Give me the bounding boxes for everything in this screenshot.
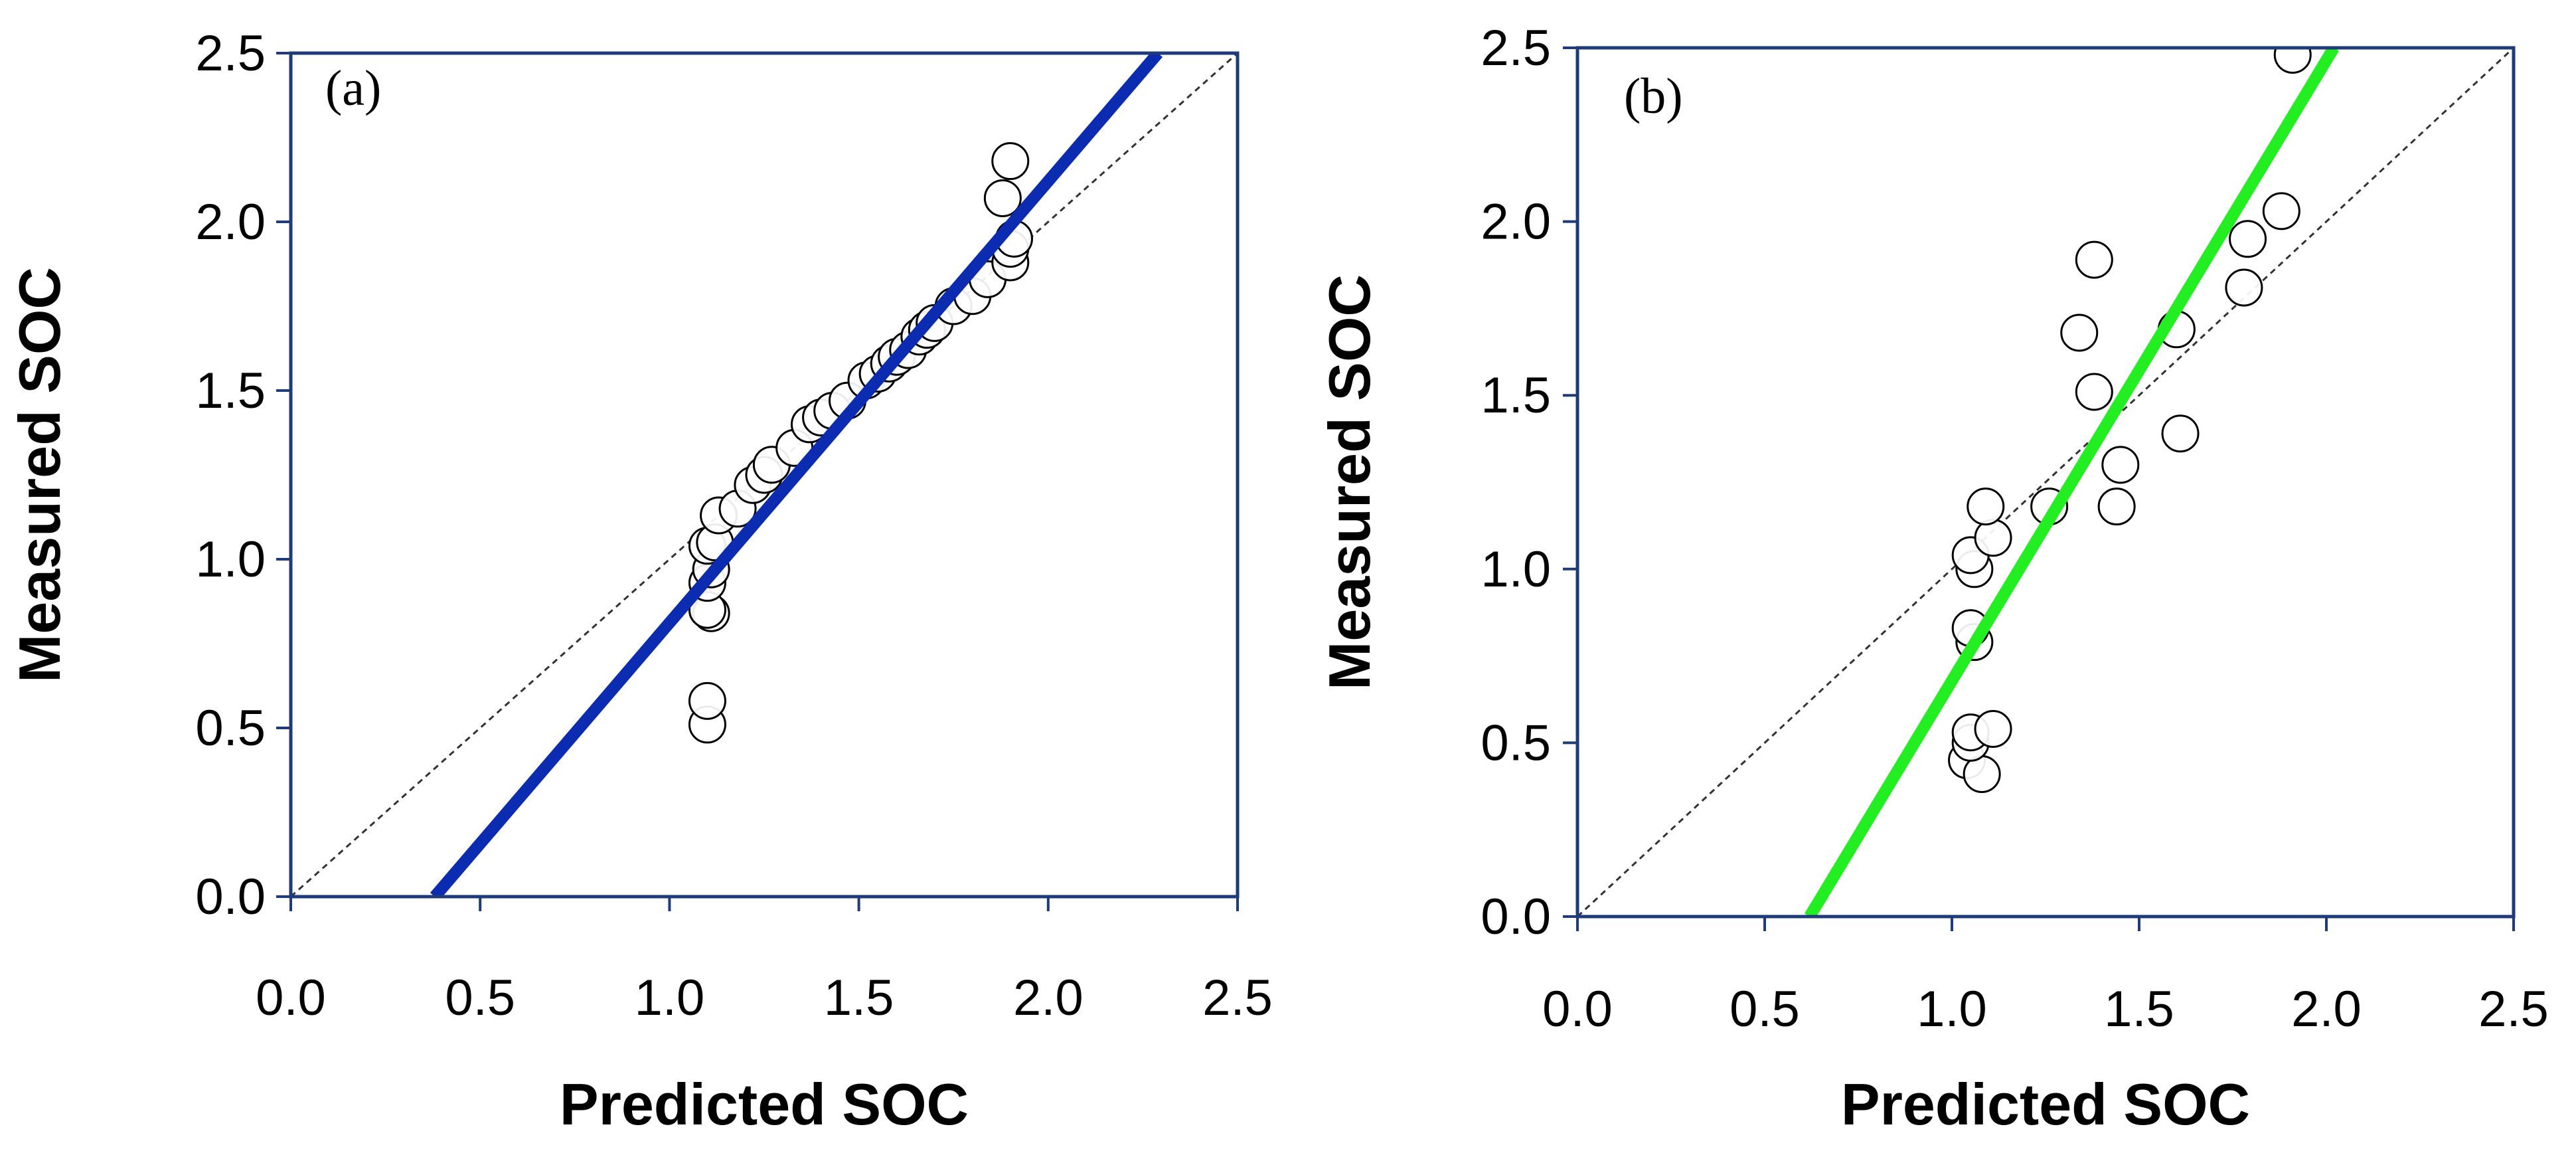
panel-label: (b) [1624, 68, 1683, 124]
x-axis-title: Predicted SOC [1841, 1071, 2250, 1137]
y-tick-label: 0.0 [1481, 889, 1551, 945]
x-tick-label: 1.0 [635, 970, 705, 1026]
identity-line [1577, 48, 2514, 917]
x-tick-label: 2.0 [2291, 981, 2362, 1037]
x-tick-label: 0.0 [1542, 981, 1613, 1037]
identity-line [291, 53, 1238, 897]
y-tick-label: 1.0 [1481, 541, 1551, 598]
x-tick-label: 1.0 [1917, 981, 1987, 1037]
data-point [2229, 220, 2267, 258]
data-point [2097, 488, 2136, 526]
data-point [2075, 373, 2113, 411]
y-tick-label: 0.0 [195, 869, 266, 925]
y-tick-label: 1.0 [195, 531, 266, 588]
y-axis-title: Measured SOC [1317, 274, 1382, 690]
data-point [2060, 313, 2099, 352]
x-tick-label: 2.0 [1013, 970, 1084, 1026]
y-axis-title: Measured SOC [7, 267, 72, 683]
x-tick-label: 0.5 [1730, 981, 1800, 1037]
data-point [983, 179, 1022, 217]
data-point [2075, 240, 2113, 279]
x-tick-label: 0.0 [256, 970, 326, 1026]
data-point [2225, 268, 2263, 307]
y-tick-label: 2.5 [1481, 20, 1551, 76]
fit-line [430, 53, 1163, 897]
y-tick-label: 0.5 [195, 700, 266, 756]
y-tick-label: 0.5 [1481, 715, 1551, 771]
plot-marks [291, 53, 1238, 897]
data-point [2273, 48, 2312, 74]
data-point [1967, 488, 2005, 526]
y-tick-label: 2.0 [195, 194, 266, 250]
y-tick-label: 1.5 [1481, 367, 1551, 424]
chart-panel-a: 0.0 0.5 1.0 1.5 2.0 2.5 0.0 0.5 1.0 1.5 2.0 2.5 (a) P… [7, 25, 1273, 1137]
plot-marks [1577, 48, 2514, 917]
x-tick-label: 1.5 [824, 970, 894, 1026]
data-point [1974, 519, 2012, 557]
y-tick-label: 2.0 [1481, 194, 1551, 250]
x-tick-label: 2.5 [2478, 981, 2549, 1037]
x-axis-title: Predicted SOC [560, 1071, 969, 1137]
panel-label: (a) [325, 60, 381, 116]
x-tick-label: 2.5 [1202, 970, 1273, 1026]
chart-panel-b: 0.0 0.5 1.0 1.5 2.0 2.5 0.0 0.5 1.0 1.5 2.0 2.5 (b) P… [1317, 20, 2549, 1137]
data-point [2101, 446, 2140, 484]
data-point [2161, 414, 2200, 453]
y-tick-label: 2.5 [195, 25, 266, 82]
x-tick-label: 1.5 [2104, 981, 2174, 1037]
data-point [991, 142, 1030, 181]
plot-frame [289, 51, 1240, 899]
data-point [2262, 192, 2300, 230]
data-point [1974, 709, 2012, 748]
data-point [688, 681, 726, 720]
fit-line [1804, 48, 2339, 917]
y-tick-label: 1.5 [195, 363, 266, 419]
x-tick-label: 0.5 [445, 970, 515, 1026]
plot-frame [1575, 46, 2516, 919]
